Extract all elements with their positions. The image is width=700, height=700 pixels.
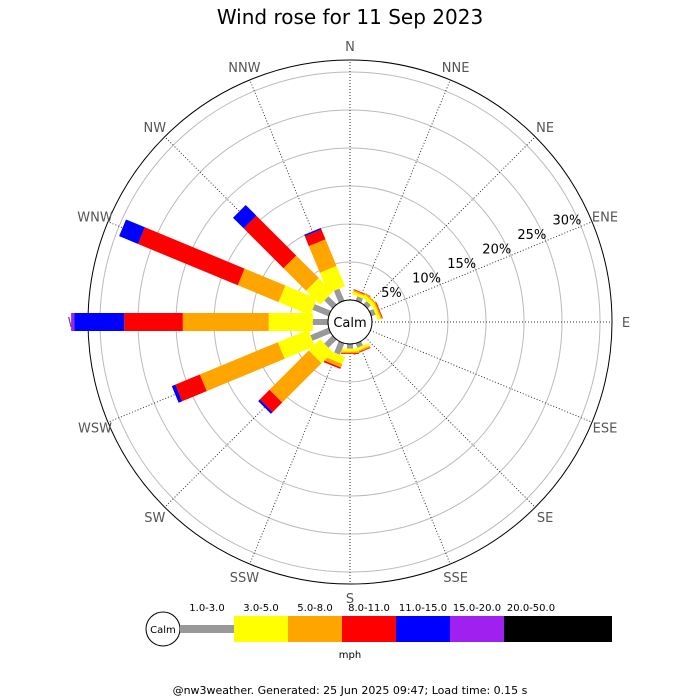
ring-label-30: 30%	[553, 213, 582, 228]
bar-wsw-bin4	[171, 384, 183, 403]
ring-label-10: 10%	[412, 271, 441, 286]
bar-wsw-bin3	[175, 374, 207, 402]
legend-swatch-4	[396, 616, 450, 642]
legend-label-7: 20.0-50.0	[507, 603, 555, 614]
bar-sw-bin2	[269, 350, 322, 403]
bar-wsw-bin0	[310, 327, 331, 341]
bar-ene-bin2	[373, 301, 383, 319]
spoke-ne	[365, 136, 536, 307]
spoke-nne	[357, 79, 451, 302]
direction-label-wsw: WSW	[78, 422, 112, 437]
bar-w-bin4	[74, 313, 125, 331]
bar-wnw-bin2	[237, 268, 286, 303]
legend-label-4: 8.0-11.0	[348, 603, 390, 614]
legend-label-5: 11.0-15.0	[399, 603, 447, 614]
direction-label-sw: SW	[144, 511, 165, 526]
bar-ssw-bin0	[334, 341, 345, 355]
direction-label-ne: NE	[536, 121, 554, 136]
bar-ssw-bin2	[324, 357, 343, 368]
bars-layer	[71, 205, 383, 414]
bar-wsw-bin2	[199, 342, 285, 392]
legend-swatch-0	[180, 625, 234, 633]
bar-ene-bin1	[371, 302, 381, 321]
calm-label: Calm	[333, 316, 366, 331]
bar-nnw-bin4	[304, 228, 322, 237]
spoke-ese	[370, 329, 593, 423]
bar-s-bin0	[347, 344, 353, 349]
legend-swatch-1	[234, 616, 288, 642]
bar-wnw-bin0	[312, 304, 331, 317]
bar-ene-bin3	[375, 301, 383, 319]
direction-label-nw: NW	[144, 121, 167, 136]
bar-nw-bin1	[306, 278, 333, 305]
direction-label-ene: ENE	[592, 210, 618, 225]
bar-w-bin5	[71, 313, 75, 331]
legend-label-1: 1.0-3.0	[189, 603, 224, 614]
bar-wnw-bin3	[138, 227, 245, 286]
direction-label-se: SE	[537, 511, 553, 526]
bar-nnw-bin2	[308, 239, 337, 273]
bar-sw-bin4	[258, 399, 273, 414]
bar-s-bin2	[341, 351, 359, 354]
ring-label-25: 25%	[517, 228, 546, 243]
bar-nw-bin3	[243, 215, 297, 269]
bar-s-bin3	[341, 353, 359, 354]
bar-wnw-bin4	[119, 219, 145, 244]
bar-wsw-bin1	[277, 329, 315, 359]
direction-label-wnw: WNW	[77, 210, 113, 225]
bar-w-bin1	[268, 313, 313, 331]
bar-ssw-bin3	[323, 360, 341, 369]
direction-label-nnw: NNW	[228, 61, 260, 76]
legend-label-3: 5.0-8.0	[297, 603, 332, 614]
bar-wnw-bin1	[278, 285, 317, 316]
bar-ne-bin0	[363, 301, 371, 309]
legend-swatch-7	[558, 616, 612, 642]
legend-swatch-5	[450, 616, 504, 642]
direction-label-e: E	[622, 316, 630, 331]
direction-label-n: N	[345, 40, 355, 55]
spoke-ene	[370, 221, 593, 315]
ring-label-20: 20%	[482, 242, 511, 257]
chart-title: Wind rose for 11 Sep 2023	[217, 5, 483, 29]
legend-unit: mph	[339, 650, 361, 661]
legend-calm-label: Calm	[150, 625, 176, 636]
bar-nnw-bin0	[333, 288, 345, 303]
direction-label-sse: SSE	[443, 571, 468, 586]
legend-swatch-3	[342, 616, 396, 642]
bar-w-bin2	[182, 313, 269, 331]
direction-label-nne: NNE	[442, 61, 470, 76]
direction-label-s: S	[346, 592, 354, 607]
bar-nnw-bin1	[319, 265, 345, 294]
legend: Calm mph 1.0-3.0 3.0-5.0 5.0-8.0 8.0-11.0 11…	[145, 603, 612, 661]
calm-circle	[327, 299, 373, 345]
bar-s-bin1	[341, 348, 359, 352]
footer-text: @nw3weather. Generated: 25 Jun 2025 09:4…	[173, 684, 528, 697]
bar-nw-bin0	[324, 296, 337, 309]
legend-swatch-2	[288, 616, 342, 642]
bar-sw-bin1	[308, 339, 333, 364]
ring-label-15: 15%	[447, 257, 476, 272]
bar-nw-bin4	[233, 205, 257, 229]
calm-center: Calm	[327, 299, 373, 345]
bar-nw-bin2	[283, 255, 319, 291]
bar-sw-bin3	[259, 389, 283, 413]
spoke-se	[365, 337, 536, 508]
direction-label-ese: ESE	[593, 422, 618, 437]
ring-label-5: 5%	[381, 286, 402, 301]
bar-w-bin0	[312, 319, 328, 325]
spoke-sse	[357, 342, 451, 565]
direction-label-ssw: SSW	[230, 571, 260, 586]
spoke-ssw	[249, 342, 343, 565]
bar-w-bin3	[124, 313, 183, 331]
legend-label-6: 15.0-20.0	[453, 603, 501, 614]
legend-swatch-6	[504, 616, 558, 642]
ring-labels-layer: 5% 10% 15% 20% 25% 30%	[381, 213, 581, 301]
legend-label-2: 3.0-5.0	[243, 603, 278, 614]
bar-nnw-bin3	[304, 229, 326, 247]
bar-sw-bin0	[324, 335, 337, 348]
